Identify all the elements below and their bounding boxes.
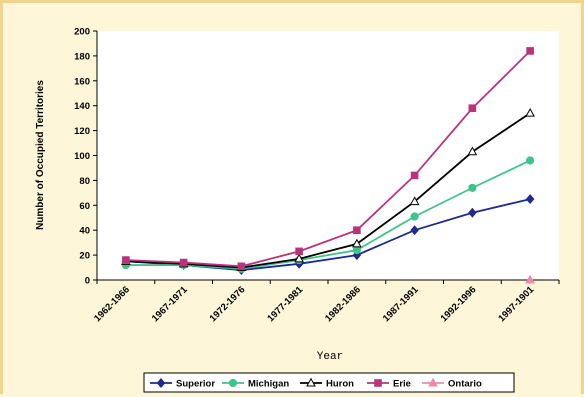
y-tick-label: 20: [79, 251, 90, 262]
data-point-huron: [525, 107, 535, 117]
data-point-erie: [468, 104, 477, 112]
x-tick-label: 1967-1971: [150, 284, 190, 324]
data-point-superior: [525, 194, 535, 205]
legend-marker-ontario: [428, 377, 438, 387]
data-point-michigan: [468, 183, 477, 192]
legend-label-erie: Erie: [393, 379, 411, 390]
y-tick-label: 40: [79, 226, 90, 237]
series-line-michigan: [125, 159, 531, 270]
data-point-erie: [353, 226, 361, 234]
x-tick-label: 1992-1996: [439, 284, 479, 324]
data-point-huron: [294, 253, 304, 263]
legend-item-erie: Erie: [367, 379, 411, 390]
legend: Superior Michigan Huron Erie Ontario: [143, 372, 515, 393]
data-point-michigan: [526, 156, 535, 165]
series-michigan: [121, 156, 535, 273]
data-point-erie: [122, 256, 130, 264]
series-erie: [122, 47, 534, 271]
y-tick-label: 140: [74, 101, 90, 112]
data-point-erie: [410, 171, 419, 180]
data-point-erie: [295, 247, 303, 256]
series-line-erie: [125, 50, 531, 268]
data-point-erie: [179, 258, 188, 267]
x-axis-label: Year: [317, 351, 343, 363]
data-point-superior: [410, 225, 419, 236]
x-tick-label: 1972-1976: [208, 284, 248, 324]
legend-marker-superior: [156, 378, 166, 388]
data-point-superior: [468, 207, 477, 218]
plot-area: [97, 31, 559, 280]
y-axis-label: Number of Occupied Territories: [35, 80, 46, 230]
y-tick-label: 80: [79, 176, 90, 187]
legend-box: [143, 372, 515, 393]
data-point-erie: [526, 47, 534, 55]
data-point-huron: [409, 196, 420, 206]
legend-marker-huron: [306, 377, 316, 387]
legend-item-michigan: Michigan: [222, 379, 289, 390]
series-line-huron: [125, 112, 531, 269]
data-point-huron: [467, 146, 478, 156]
legend-label-michigan: Michigan: [248, 379, 289, 390]
legend-item-huron: Huron: [300, 377, 354, 390]
legend-item-superior: Superior: [150, 378, 215, 390]
x-tick-label: 1987-1991: [381, 284, 421, 324]
x-tick-label: 1997-1901: [496, 284, 536, 324]
legend-label-huron: Huron: [326, 379, 354, 390]
series-ontario: [525, 274, 535, 284]
legend-marker-michigan: [228, 378, 238, 388]
y-tick-label: 100: [74, 151, 90, 162]
x-tick-label: 1962-1966: [92, 284, 132, 324]
x-tick-label: 1982-1986: [323, 284, 363, 324]
x-tick-label: 1977-1981: [265, 284, 305, 324]
legend-item-ontario: Ontario: [422, 377, 482, 390]
y-tick-label: 0: [85, 276, 90, 287]
y-tick-label: 120: [74, 126, 90, 137]
y-tick-label: 180: [74, 51, 90, 62]
y-tick-label: 60: [79, 201, 90, 212]
y-tick-label: 160: [74, 76, 90, 87]
data-point-huron: [352, 238, 362, 248]
y-tick-label: 200: [74, 27, 90, 38]
line-chart: Number of Occupied Territories Year 0 20 4…: [35, 27, 560, 393]
data-point-erie: [237, 262, 246, 271]
data-point-michigan: [352, 246, 361, 255]
legend-marker-erie: [374, 379, 382, 387]
data-point-ontario: [525, 274, 535, 284]
legend-label-ontario: Ontario: [448, 379, 482, 390]
data-point-michigan: [410, 212, 419, 221]
legend-label-superior: Superior: [176, 379, 215, 390]
